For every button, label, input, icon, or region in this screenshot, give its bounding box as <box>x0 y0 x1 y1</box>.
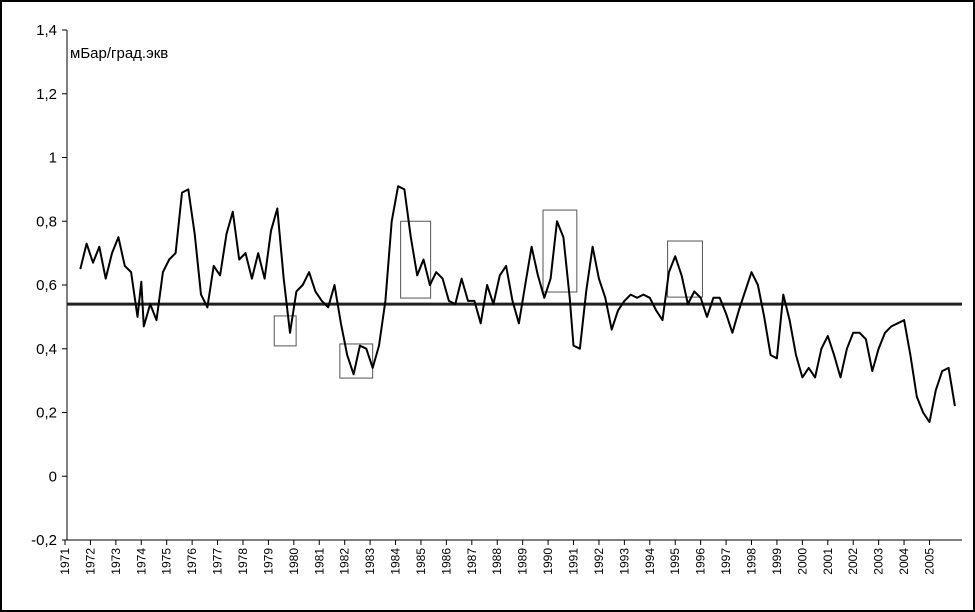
x-tick-label: 1993 <box>617 548 631 575</box>
y-tick-label: 1 <box>49 150 57 167</box>
x-tick-label: 1976 <box>185 548 199 575</box>
x-tick-label: 1971 <box>58 548 72 575</box>
x-tick-label: 1975 <box>160 548 174 575</box>
y-tick-label: 1,4 <box>36 22 57 39</box>
x-tick-label: 1987 <box>465 548 479 575</box>
x-tick-label: 2004 <box>897 548 911 575</box>
data-line <box>79 185 956 424</box>
y-tick-label: 0 <box>49 468 57 485</box>
x-tick-label: 2005 <box>922 548 936 575</box>
x-tick-label: 2003 <box>872 548 886 575</box>
x-tick-label: 1988 <box>490 548 504 575</box>
x-tick-label: 1972 <box>83 548 97 575</box>
x-tick-label: 1994 <box>643 548 657 575</box>
x-tick-label: 2000 <box>795 548 809 575</box>
x-tick-label: 1979 <box>261 548 275 575</box>
x-tick-label: 1992 <box>592 548 606 575</box>
y-tick-label: 1,2 <box>36 86 57 103</box>
x-tick-label: 1996 <box>694 548 708 575</box>
x-tick-label: 1977 <box>211 548 225 575</box>
x-tick-label: 1997 <box>719 548 733 575</box>
x-tick-label: 1999 <box>770 548 784 575</box>
x-tick-label: 1984 <box>389 548 403 575</box>
x-tick-label: 1978 <box>236 548 250 575</box>
x-tick-label: 1982 <box>338 548 352 575</box>
x-tick-label: 1973 <box>109 548 123 575</box>
x-tick-label: 1991 <box>567 548 581 575</box>
x-tick-label: 1986 <box>439 548 453 575</box>
x-tick-label: 1985 <box>414 548 428 575</box>
x-tick-label: 2002 <box>846 548 860 575</box>
x-tick-label: 2001 <box>821 548 835 575</box>
highlight-box <box>542 209 578 293</box>
highlight-box <box>400 220 432 299</box>
highlight-box <box>339 343 374 379</box>
y-tick-label: 0,8 <box>36 213 57 230</box>
x-tick-label: 1990 <box>541 548 555 575</box>
y-tick-label: -0,2 <box>31 532 57 549</box>
x-tick-label: 1998 <box>745 548 759 575</box>
y-tick-label: 0,2 <box>36 405 57 422</box>
x-tick-label: 1981 <box>312 548 326 575</box>
x-tick-label: 1995 <box>668 548 682 575</box>
y-axis-label: мБар/град.экв <box>70 45 168 62</box>
highlight-box <box>667 240 703 298</box>
x-tick-label: 1989 <box>516 548 530 575</box>
highlight-box <box>273 315 297 347</box>
x-tick-label: 1983 <box>363 548 377 575</box>
y-tick-label: 0,6 <box>36 277 57 294</box>
x-tick-label: 1980 <box>287 548 301 575</box>
y-tick-label: 0,4 <box>36 341 57 358</box>
x-tick-label: 1974 <box>134 548 148 575</box>
